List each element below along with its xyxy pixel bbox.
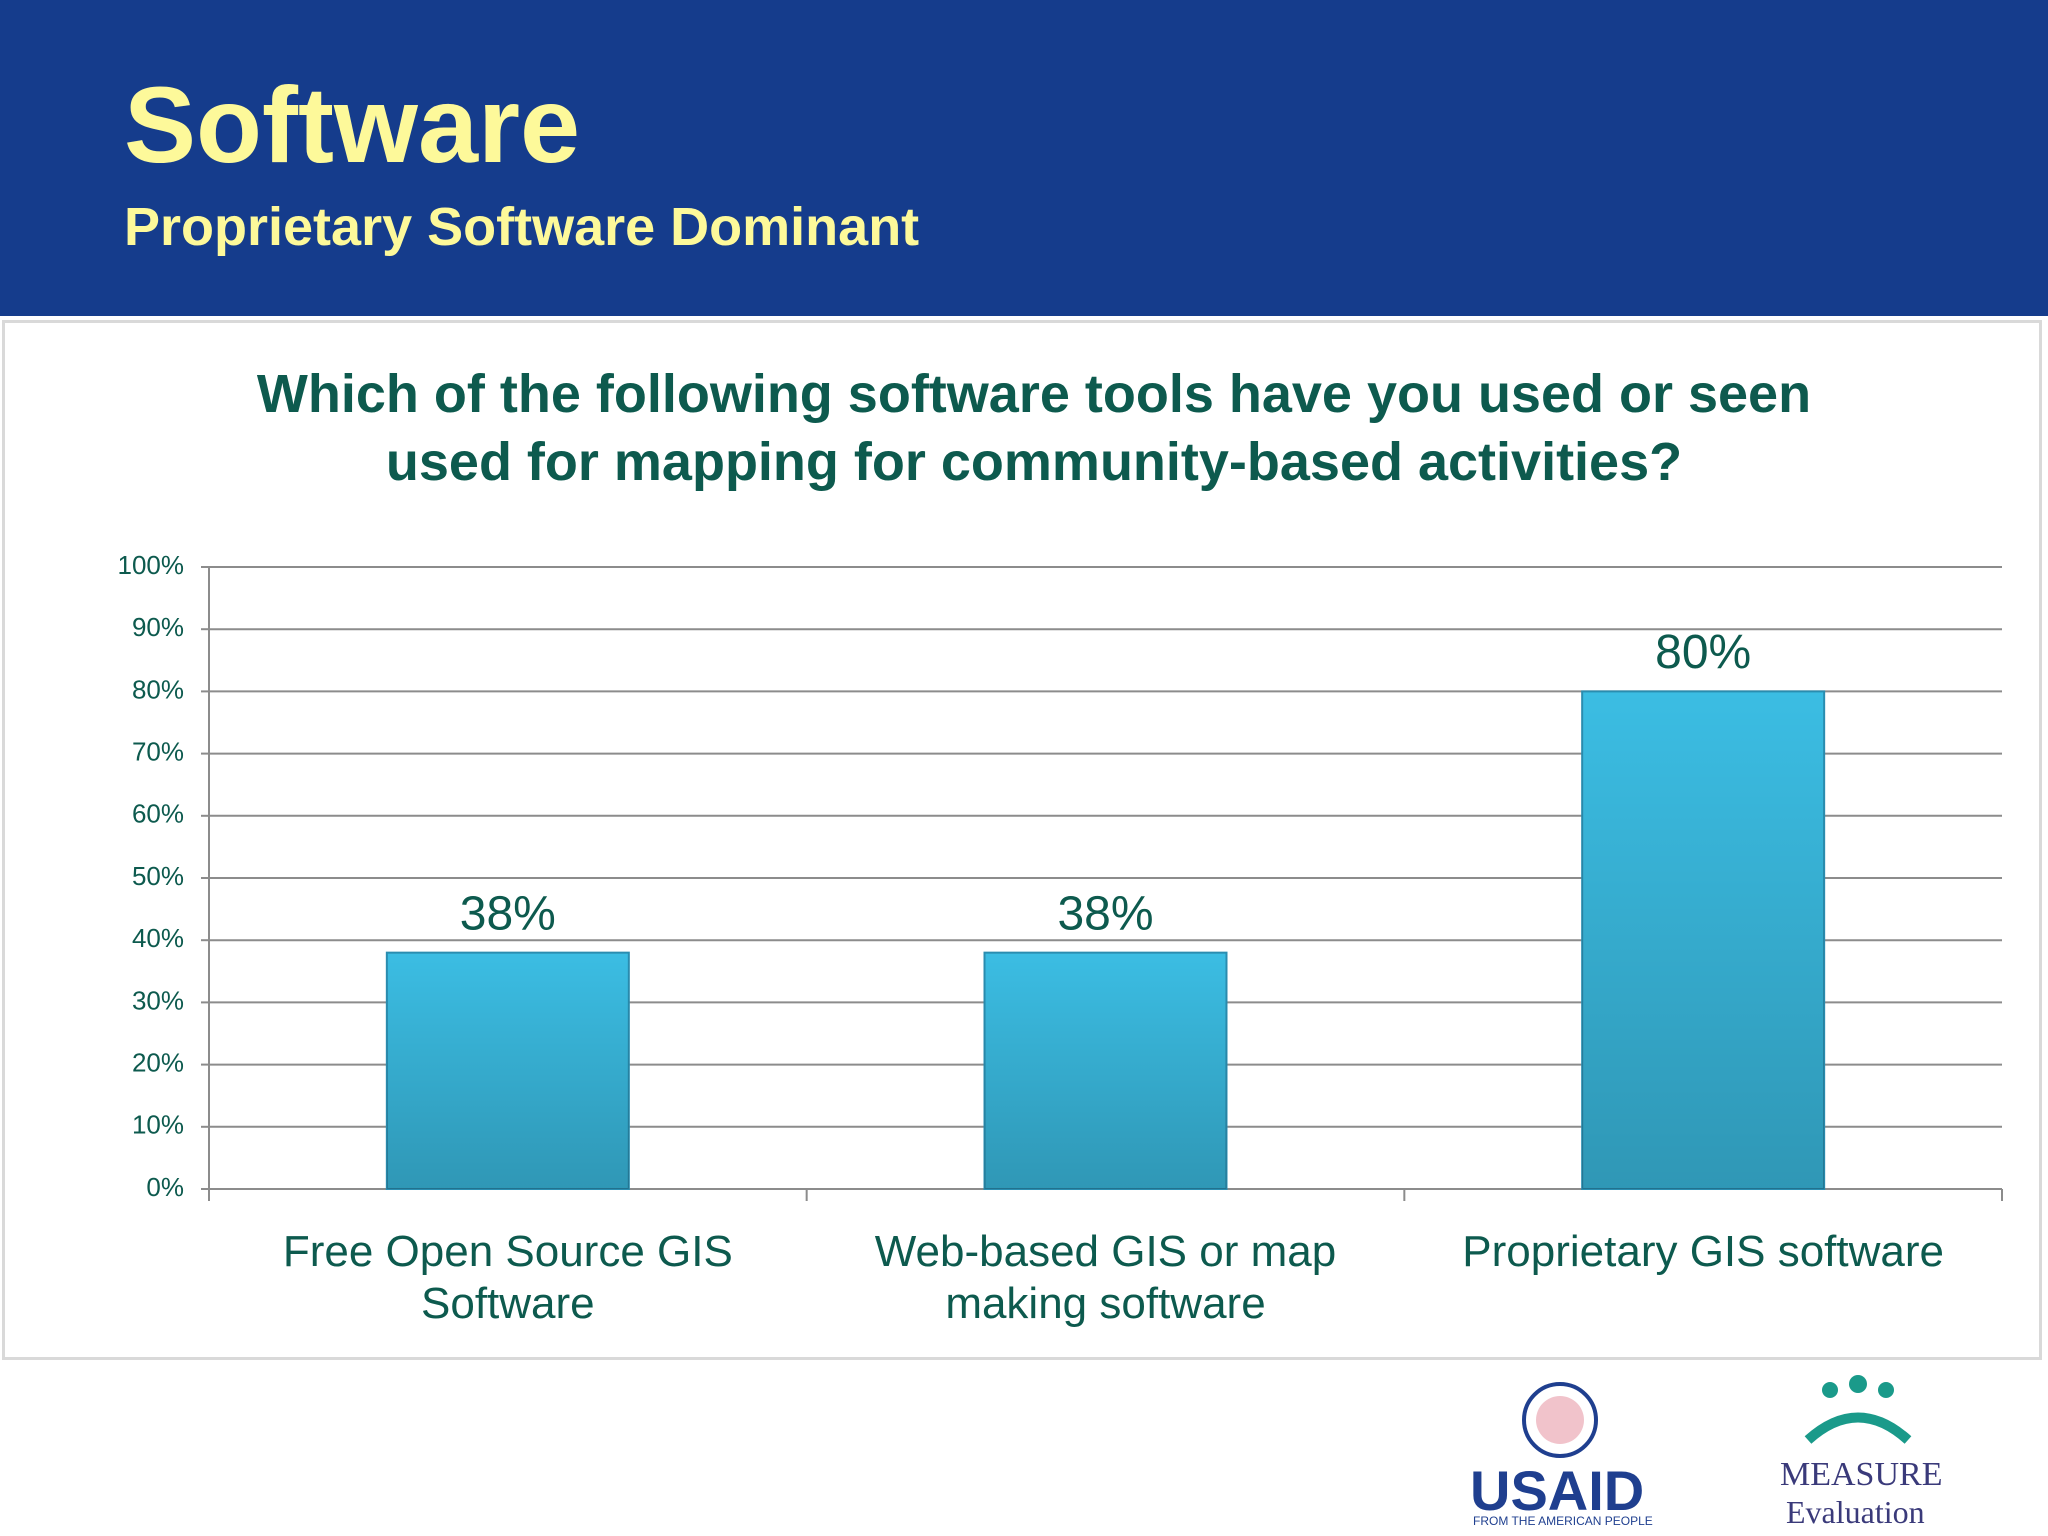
y-tick-label: 20% (132, 1047, 184, 1077)
y-tick-label: 0% (146, 1172, 184, 1202)
y-tick-label: 70% (132, 736, 184, 766)
usaid-logo: USAID (1470, 1459, 1645, 1522)
y-tick-label: 10% (132, 1110, 184, 1140)
bar (385, 951, 630, 1191)
value-label: 80% (1655, 626, 1751, 679)
y-tick-label: 30% (132, 985, 184, 1015)
y-tick-label: 60% (132, 799, 184, 829)
measure-figure (1822, 1382, 1838, 1398)
measure-arc (1804, 1412, 1912, 1444)
value-label: 38% (1057, 887, 1153, 940)
bar (1581, 690, 1826, 1191)
measure-figure (1878, 1382, 1894, 1398)
x-tick-label: Free Open Source GIS Software (282, 1227, 733, 1328)
y-tick-label: 80% (132, 674, 184, 704)
header-band (0, 0, 2048, 316)
x-tick-label: Proprietary GIS software (1462, 1227, 1945, 1276)
y-tick-label: 50% (132, 861, 184, 891)
bar (983, 951, 1228, 1191)
chart-frame (2, 320, 2042, 1360)
usaid-seal (1522, 1382, 1598, 1458)
usaid-seal-inner (1536, 1396, 1584, 1444)
slide-subtitle: Proprietary Software Dominant (124, 197, 920, 257)
y-tick-label: 40% (132, 923, 184, 953)
chart-title: Which of the following software tools ha… (256, 364, 1812, 492)
x-tick-label: Web-based GIS or map making software (874, 1227, 1337, 1328)
value-label: 38% (460, 887, 556, 940)
y-tick-label: 90% (132, 612, 184, 642)
measure-logo-sub: Evaluation (1786, 1494, 1925, 1530)
usaid-tagline: FROM THE AMERICAN PEOPLE (1473, 1514, 1653, 1528)
slide-title: Software (124, 64, 581, 185)
measure-figure (1849, 1375, 1867, 1393)
measure-logo: MEASURE (1780, 1456, 1943, 1493)
y-tick-label: 100% (118, 550, 185, 580)
